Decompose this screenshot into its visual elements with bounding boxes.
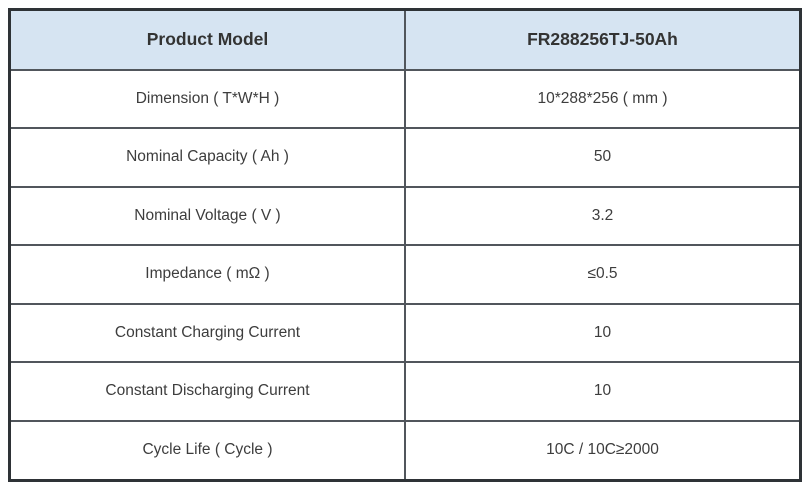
spec-value-impedance: ≤0.5 xyxy=(404,244,802,305)
spec-value-discharging-current: 10 xyxy=(404,361,802,422)
table-row: Constant Discharging Current 10 xyxy=(8,361,802,422)
spec-value-charging-current: 10 xyxy=(404,302,802,363)
spec-label-charging-current: Constant Charging Current xyxy=(8,302,406,363)
spec-label-dimension: Dimension ( T*W*H ) xyxy=(8,68,406,129)
spec-label-impedance: Impedance ( mΩ ) xyxy=(8,244,406,305)
spec-label-nominal-capacity: Nominal Capacity ( Ah ) xyxy=(8,127,406,188)
spec-value-nominal-voltage: 3.2 xyxy=(404,185,802,246)
table-header-row: Product Model FR288256TJ-50Ah xyxy=(8,8,802,71)
table-row: Dimension ( T*W*H ) 10*288*256 ( mm ) xyxy=(8,68,802,129)
spec-label-cycle-life: Cycle Life ( Cycle ) xyxy=(8,419,406,482)
header-product-model: Product Model xyxy=(8,8,406,71)
spec-label-nominal-voltage: Nominal Voltage ( V ) xyxy=(8,185,406,246)
spec-value-cycle-life: 10C / 10C≥2000 xyxy=(404,419,802,482)
spec-value-dimension: 10*288*256 ( mm ) xyxy=(404,68,802,129)
spec-label-discharging-current: Constant Discharging Current xyxy=(8,361,406,422)
table-row: Constant Charging Current 10 xyxy=(8,302,802,363)
spec-value-nominal-capacity: 50 xyxy=(404,127,802,188)
table-row: Nominal Voltage ( V ) 3.2 xyxy=(8,185,802,246)
product-spec-table: Product Model FR288256TJ-50Ah Dimension … xyxy=(8,8,802,482)
table-row: Nominal Capacity ( Ah ) 50 xyxy=(8,127,802,188)
table-row: Impedance ( mΩ ) ≤0.5 xyxy=(8,244,802,305)
table-row: Cycle Life ( Cycle ) 10C / 10C≥2000 xyxy=(8,419,802,482)
header-model-number: FR288256TJ-50Ah xyxy=(404,8,802,71)
